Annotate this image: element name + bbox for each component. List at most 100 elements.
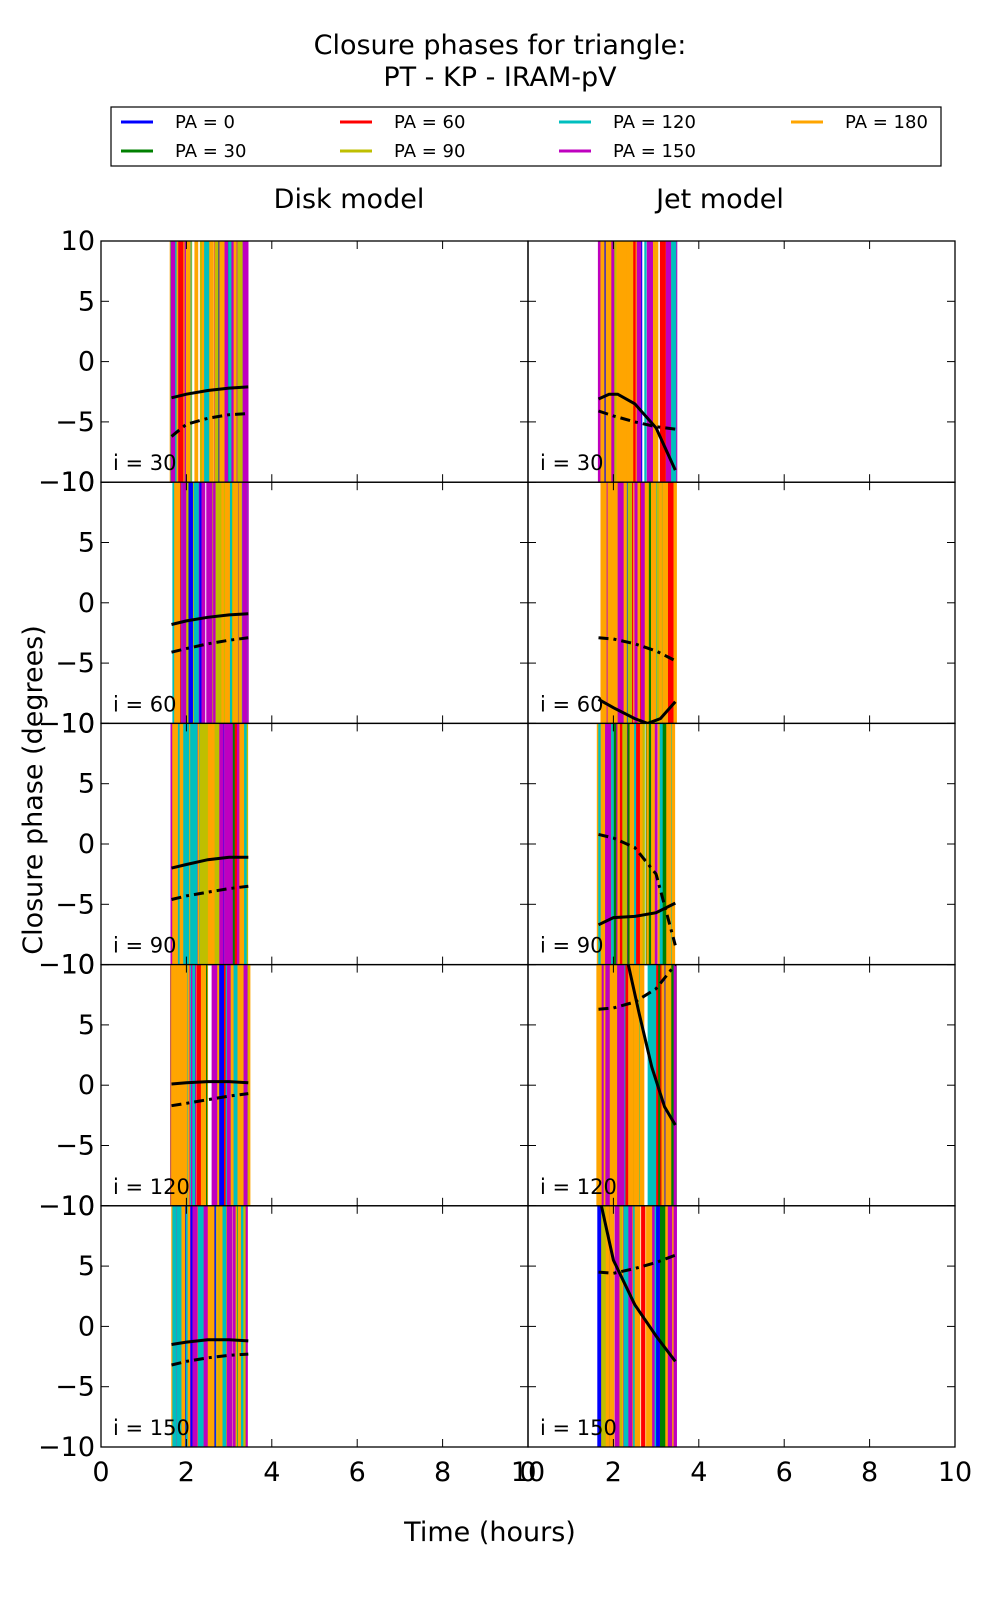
- inclination-label: i = 30: [540, 451, 604, 475]
- axis-ticks: [100, 722, 529, 966]
- closure-phase-curve: [599, 1205, 677, 1363]
- panel-frame: [527, 722, 956, 966]
- y-tick-label: 5: [78, 1251, 95, 1282]
- y-axis-label: Closure phase (degrees): [18, 625, 49, 955]
- x-tick-label: 10: [511, 1457, 545, 1488]
- y-tick-label: −10: [38, 1191, 95, 1222]
- y-tick-label: 10: [61, 708, 95, 739]
- inclination-label: i = 150: [540, 1416, 617, 1440]
- y-tick-label: −10: [38, 467, 95, 498]
- closure-phase-curve: [597, 697, 677, 724]
- panel-frame: [100, 240, 529, 483]
- x-tick-label: 10: [938, 1457, 972, 1488]
- closure-phase-curve: [597, 901, 676, 927]
- legend-item: PA = 60: [340, 112, 465, 133]
- plot-area: [171, 1205, 249, 1447]
- legend-label: PA = 180: [845, 112, 928, 133]
- y-tick-label: 5: [78, 769, 95, 800]
- axis-ticks: [527, 964, 956, 1207]
- y-tick-label: −5: [55, 1131, 95, 1162]
- inclination-label: i = 60: [113, 692, 177, 716]
- plot-area: [596, 964, 677, 1206]
- legend-box: [110, 106, 942, 167]
- closure-phase-curve: [171, 1080, 249, 1086]
- plot-area: [596, 723, 677, 965]
- plot-area: [169, 241, 249, 483]
- y-tick-label: 10: [61, 226, 95, 257]
- y-tick-label: 5: [78, 1010, 95, 1041]
- y-tick-label: −10: [38, 708, 95, 739]
- y-tick-labels: 1050−5−101050−5−101050−5−101050−5−101050…: [38, 226, 95, 1463]
- x-tick-label: 0: [519, 1457, 536, 1488]
- y-tick-label: 5: [78, 528, 95, 559]
- x-tick-labels: 0 2 4 6 8 100 2 4 6 8 10: [92, 1457, 972, 1488]
- x-tick-label: 8: [434, 1457, 451, 1488]
- y-tick-label: 10: [61, 950, 95, 981]
- panel-frame: [527, 1205, 956, 1448]
- subplot-panel: i = 120: [100, 963, 529, 1207]
- axis-ticks: [100, 1205, 529, 1448]
- plot-area: [171, 482, 249, 724]
- x-tick-label: 0: [92, 1457, 109, 1488]
- y-tick-label: −10: [38, 1432, 95, 1463]
- panel-frame: [527, 240, 956, 483]
- subplot-panel: i = 90: [100, 722, 529, 966]
- y-tick-label: 0: [78, 347, 95, 378]
- legend-item: PA = 30: [121, 141, 246, 162]
- axis-ticks: [100, 481, 529, 724]
- panel-frame: [100, 1205, 529, 1448]
- subplot-panel: i = 60: [100, 481, 529, 725]
- closure-phase-curve: [171, 855, 249, 870]
- subplot-panel: i = 120: [527, 963, 956, 1207]
- y-tick-label: −5: [55, 648, 95, 679]
- y-tick-label: 0: [78, 829, 95, 860]
- legend: PA = 0 PA = 30 PA = 60 PA = 90 PA = 120 PA = …: [110, 106, 942, 167]
- x-tick-label: 6: [776, 1457, 793, 1488]
- axis-ticks: [527, 722, 956, 966]
- closure-phase-curve: [626, 964, 677, 1126]
- inclination-label: i = 120: [540, 1175, 617, 1199]
- inclination-label: i = 90: [113, 934, 177, 958]
- panel-grid: i = 30 i = 30 i = 60 i = 60 i = 90 i = 90 i = …: [38, 226, 972, 1488]
- legend-label: PA = 0: [175, 112, 235, 133]
- plot-area: [597, 482, 677, 724]
- plot-area: [169, 964, 251, 1206]
- closure-phase-curve: [598, 1253, 676, 1275]
- subplot-panel: i = 30: [527, 240, 956, 483]
- panel-frame: [527, 963, 956, 1207]
- subplot-panel: i = 150: [527, 1205, 956, 1448]
- x-tick-label: 2: [178, 1457, 195, 1488]
- panel-frame: [100, 722, 529, 966]
- x-tick-label: 2: [605, 1457, 622, 1488]
- plot-area: [597, 241, 678, 483]
- y-tick-label: −5: [55, 407, 95, 438]
- legend-item: PA = 180: [791, 112, 928, 133]
- panel-frame: [100, 481, 529, 725]
- column-title-disk: Disk model: [274, 184, 425, 215]
- closure-phase-curve: [171, 612, 249, 626]
- legend-label: PA = 60: [394, 112, 465, 133]
- axis-ticks: [527, 481, 956, 724]
- inclination-label: i = 60: [540, 692, 604, 716]
- x-axis-label: Time (hours): [403, 1517, 576, 1548]
- x-tick-label: 6: [349, 1457, 366, 1488]
- y-tick-label: 0: [78, 588, 95, 619]
- closure-phase-curve: [171, 1338, 249, 1346]
- chart-subtitle: PT - KP - IRAM-pV: [383, 62, 617, 93]
- x-tick-label: 8: [861, 1457, 878, 1488]
- subplot-panel: i = 150: [100, 1205, 529, 1448]
- y-tick-label: 0: [78, 1070, 95, 1101]
- y-tick-label: −5: [55, 889, 95, 920]
- panel-frame: [100, 963, 529, 1207]
- y-tick-label: 10: [61, 467, 95, 498]
- subplot-panel: i = 60: [527, 481, 956, 725]
- subplot-panel: i = 30: [100, 240, 529, 483]
- column-title-jet: Jet model: [654, 184, 784, 215]
- closure-phase-curve: [598, 964, 677, 1011]
- legend-item: PA = 150: [559, 141, 696, 162]
- legend-item: PA = 120: [559, 112, 696, 133]
- subplot-panel: i = 90: [527, 722, 956, 966]
- y-tick-label: 0: [78, 1311, 95, 1342]
- legend-label: PA = 90: [394, 141, 465, 162]
- axis-ticks: [527, 1205, 956, 1448]
